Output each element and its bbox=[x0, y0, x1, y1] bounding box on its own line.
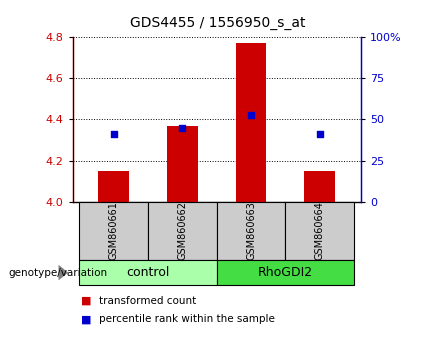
Polygon shape bbox=[59, 265, 68, 280]
Text: GSM860664: GSM860664 bbox=[315, 201, 325, 261]
Text: genotype/variation: genotype/variation bbox=[9, 268, 108, 278]
Text: GSM860661: GSM860661 bbox=[109, 201, 119, 261]
Text: transformed count: transformed count bbox=[99, 296, 196, 306]
Point bbox=[179, 125, 186, 131]
Bar bbox=[167, 126, 198, 202]
Bar bbox=[98, 171, 129, 202]
Text: ■: ■ bbox=[81, 314, 92, 324]
Point bbox=[110, 131, 117, 137]
Bar bbox=[80, 202, 148, 260]
Bar bbox=[216, 260, 354, 285]
Bar bbox=[80, 260, 216, 285]
Text: control: control bbox=[126, 266, 170, 279]
Point bbox=[247, 113, 254, 118]
Text: GSM860662: GSM860662 bbox=[177, 201, 187, 261]
Bar bbox=[235, 43, 267, 202]
Text: GSM860663: GSM860663 bbox=[246, 201, 256, 261]
Bar bbox=[285, 202, 354, 260]
Point bbox=[316, 131, 323, 137]
Text: RhoGDI2: RhoGDI2 bbox=[258, 266, 313, 279]
Text: ■: ■ bbox=[81, 296, 92, 306]
Text: percentile rank within the sample: percentile rank within the sample bbox=[99, 314, 275, 324]
Bar bbox=[148, 202, 216, 260]
Text: GDS4455 / 1556950_s_at: GDS4455 / 1556950_s_at bbox=[130, 16, 305, 30]
Bar bbox=[304, 171, 335, 202]
Bar bbox=[216, 202, 285, 260]
